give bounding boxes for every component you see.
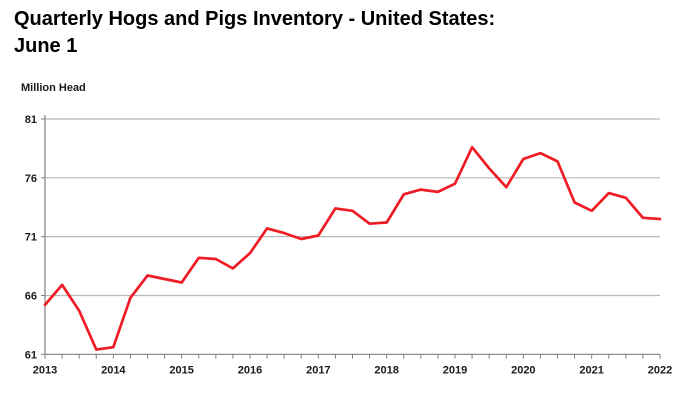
x-tick-label: 2022 bbox=[648, 364, 672, 376]
x-tick-label: 2019 bbox=[443, 364, 467, 376]
y-tick-label: 81 bbox=[25, 114, 37, 126]
x-tick-label: 2014 bbox=[101, 364, 126, 376]
chart-title: Quarterly Hogs and Pigs Inventory - Unit… bbox=[14, 6, 495, 60]
x-tick-label: 2020 bbox=[511, 364, 535, 376]
y-axis-title: Million Head bbox=[21, 82, 86, 94]
x-tick-label: 2015 bbox=[169, 364, 193, 376]
y-tick-label: 66 bbox=[25, 290, 37, 302]
chart-title-line1: Quarterly Hogs and Pigs Inventory - Unit… bbox=[14, 8, 496, 30]
y-tick-label: 76 bbox=[25, 173, 37, 185]
y-tick-label: 71 bbox=[25, 232, 37, 244]
x-tick-label: 2016 bbox=[238, 364, 262, 376]
y-tick-label: 61 bbox=[25, 349, 37, 361]
series-line bbox=[43, 145, 662, 351]
x-tick-label: 2017 bbox=[306, 364, 330, 376]
x-tick-label: 2018 bbox=[374, 364, 398, 376]
x-tick-label: 2021 bbox=[579, 364, 603, 376]
x-tick-label: 2013 bbox=[33, 364, 57, 376]
chart-title-line2: June 1 bbox=[14, 35, 78, 57]
